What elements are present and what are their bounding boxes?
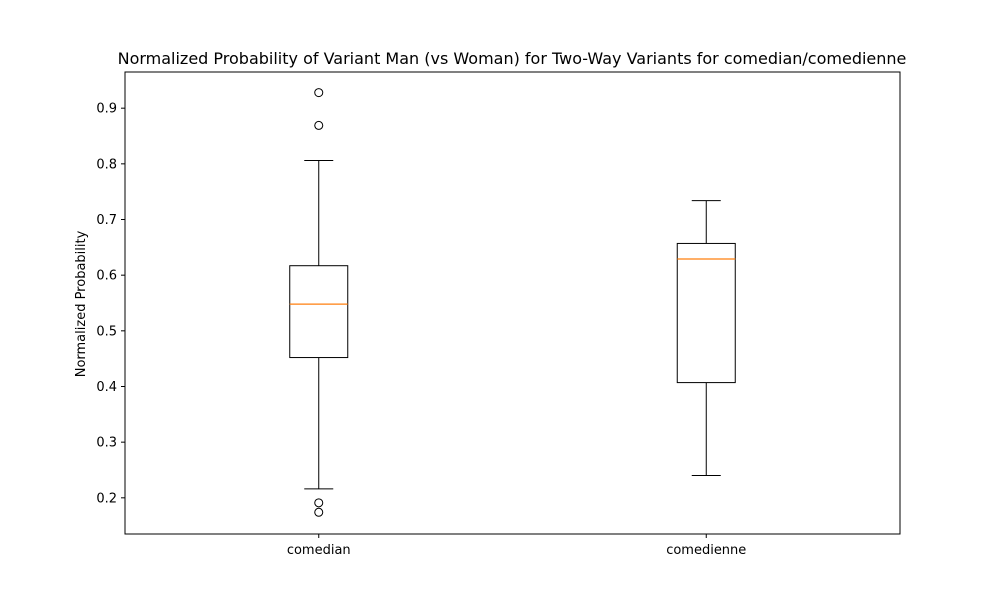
y-tick-label: 0.6 (96, 269, 117, 284)
y-tick-label: 0.4 (96, 380, 117, 395)
chart-title: Normalized Probability of Variant Man (v… (118, 49, 907, 68)
y-tick-label: 0.3 (96, 436, 117, 451)
outlier-point-comedian (314, 120, 324, 130)
y-axis-label: Normalized Probability (74, 230, 89, 377)
y-tick-label: 0.9 (96, 102, 117, 117)
box-comedienne (676, 242, 736, 384)
outlier-point-comedian (314, 88, 324, 98)
y-tick-label: 0.8 (96, 157, 117, 172)
outlier-point-comedian (314, 498, 324, 508)
x-tick-label: comedienne (666, 543, 746, 558)
plot-frame (124, 71, 901, 535)
y-tick-label: 0.5 (96, 324, 117, 339)
box-comedian (289, 265, 349, 359)
y-tick-label: 0.2 (96, 491, 117, 506)
plot-area: 0.2 0.3 0.4 0.5 0.6 0.7 0.8 0.9 comedian comedien… (96, 88, 746, 558)
x-tick-label: comedian (287, 543, 351, 558)
outlier-point-comedian (314, 507, 324, 517)
y-tick-label: 0.7 (96, 213, 117, 228)
